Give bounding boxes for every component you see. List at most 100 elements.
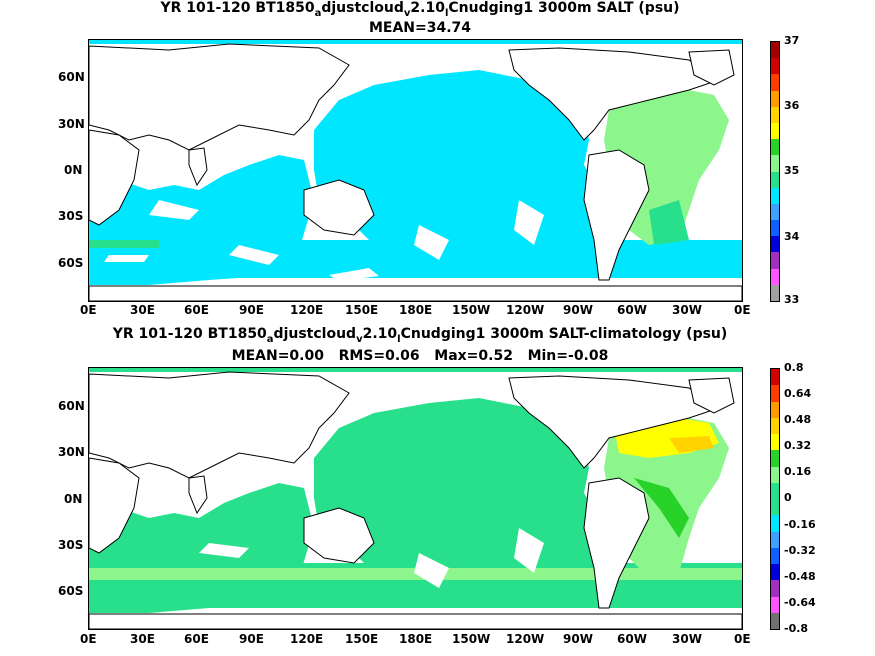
bottom-x-tick: 90W <box>563 632 593 646</box>
top-x-tick: 120W <box>506 303 545 317</box>
bottom-x-tick: 150W <box>452 632 491 646</box>
top-x-tick: 90E <box>239 303 264 317</box>
colorbar-segment <box>771 417 779 434</box>
antarctica <box>89 285 742 301</box>
top-x-tick: 0E <box>80 303 97 317</box>
bottom-x-tick: 60E <box>184 632 209 646</box>
colorbar-segment <box>771 58 779 75</box>
colorbar-segment <box>771 434 779 451</box>
bottom-colorbar-label: -0.16 <box>784 518 816 531</box>
bottom-x-tick: 120E <box>290 632 324 646</box>
bottom-y-tick: 30S <box>58 538 84 552</box>
bottom-x-tick: 0E <box>80 632 97 646</box>
colorbar-segment <box>771 74 779 91</box>
top-x-tick: 90W <box>563 303 593 317</box>
bottom-colorbar <box>770 368 780 630</box>
top-x-tick: 180E <box>399 303 433 317</box>
colorbar-segment <box>771 106 779 123</box>
australia <box>303 507 375 564</box>
bottom-x-tick: 120W <box>506 632 545 646</box>
top-colorbar-label: 34 <box>784 230 800 243</box>
colorbar-segment <box>771 564 779 581</box>
antarctica <box>89 613 742 629</box>
bottom-y-tick: 60S <box>58 584 84 598</box>
bottom-colorbar-label: 0 <box>784 491 792 504</box>
top-subtitle: MEAN=34.74 <box>368 20 472 36</box>
top-y-tick: 60S <box>58 256 84 270</box>
top-x-tick: 30W <box>672 303 702 317</box>
eurasia <box>89 43 350 151</box>
australia <box>303 179 375 236</box>
colorbar-segment <box>771 466 779 483</box>
top-x-tick: 30E <box>130 303 155 317</box>
top-x-tick: 150W <box>452 303 491 317</box>
bottom-x-tick: 60W <box>617 632 647 646</box>
bottom-title: YR 101-120 BT1850adjustcloudv2.10lCnudgi… <box>60 326 780 348</box>
top-title: YR 101-120 BT1850adjustcloudv2.10lCnudgi… <box>60 0 780 22</box>
bottom-y-tick: 60N <box>58 399 85 413</box>
north-america <box>508 375 721 469</box>
bottom-title-part: YR 101-120 BT1850 <box>112 326 267 342</box>
top-x-tick: 120E <box>290 303 324 317</box>
north-america <box>508 47 721 141</box>
greenland <box>688 377 735 414</box>
bottom-colorbar-label: 0.8 <box>784 361 804 374</box>
top-colorbar-label: 35 <box>784 164 800 177</box>
top-title-part: 2.10 <box>410 0 445 16</box>
top-title-part: Cnudging1 3000m SALT (psu) <box>448 0 680 16</box>
bottom-x-tick: 0E <box>734 632 751 646</box>
bottom-y-tick: 30N <box>58 445 85 459</box>
colorbar-segment <box>771 284 779 301</box>
eurasia <box>89 371 350 479</box>
colorbar-segment <box>771 220 779 237</box>
colorbar-segment <box>771 122 779 140</box>
bottom-title-part: Cnudging1 3000m SALT-climatology (psu) <box>400 326 728 342</box>
top-x-tick: 150E <box>345 303 379 317</box>
colorbar-segment <box>771 155 779 172</box>
bottom-colorbar-label: 0.16 <box>784 465 812 478</box>
top-colorbar-label: 33 <box>784 293 800 306</box>
top-y-tick: 30N <box>58 117 85 131</box>
colorbar-segment <box>771 236 779 253</box>
colorbar-segment <box>771 42 779 59</box>
bottom-colorbar-label: -0.48 <box>784 570 816 583</box>
bottom-subtitle: MEAN=0.00 RMS=0.06 Max=0.52 Min=-0.08 <box>231 348 609 364</box>
bottom-colorbar-label: 0.64 <box>784 387 812 400</box>
top-map <box>88 39 743 302</box>
top-title-part: YR 101-120 BT1850 <box>160 0 315 16</box>
top-title-sub: a <box>314 7 322 19</box>
top-colorbar-label: 37 <box>784 34 800 47</box>
colorbar-segment <box>771 268 779 285</box>
colorbar-segment <box>771 252 779 269</box>
top-x-tick: 60E <box>184 303 209 317</box>
bottom-x-tick: 30E <box>130 632 155 646</box>
india <box>188 147 208 187</box>
colorbar-segment <box>771 203 779 221</box>
colorbar-segment <box>771 482 779 499</box>
bottom-title-sub: l <box>397 333 401 345</box>
bottom-title-part: 2.10 <box>362 326 398 342</box>
bottom-colorbar-label: -0.32 <box>784 544 816 557</box>
top-x-tick: 60W <box>617 303 647 317</box>
bottom-map-canvas <box>89 368 742 629</box>
bottom-x-tick: 150E <box>345 632 379 646</box>
india <box>188 475 208 515</box>
bottom-x-tick: 30W <box>672 632 702 646</box>
colorbar-segment <box>771 450 779 467</box>
bottom-x-tick: 90E <box>239 632 264 646</box>
top-map-canvas <box>89 40 742 301</box>
colorbar-segment <box>771 385 779 402</box>
colorbar-segment <box>771 499 779 516</box>
top-title-sub: v <box>403 7 411 19</box>
bottom-x-tick: 180E <box>399 632 433 646</box>
colorbar-segment <box>771 90 779 107</box>
bottom-colorbar-label: -0.8 <box>784 622 809 635</box>
bottom-colorbar-label: 0.48 <box>784 413 812 426</box>
top-title-sub: l <box>444 7 449 19</box>
top-y-tick: 60N <box>58 70 85 84</box>
bottom-y-tick: 0N <box>64 492 83 506</box>
colorbar-segment <box>771 187 779 204</box>
colorbar-segment <box>771 580 779 597</box>
bottom-title-sub: v <box>356 333 363 345</box>
pacific-ocean <box>314 70 619 278</box>
